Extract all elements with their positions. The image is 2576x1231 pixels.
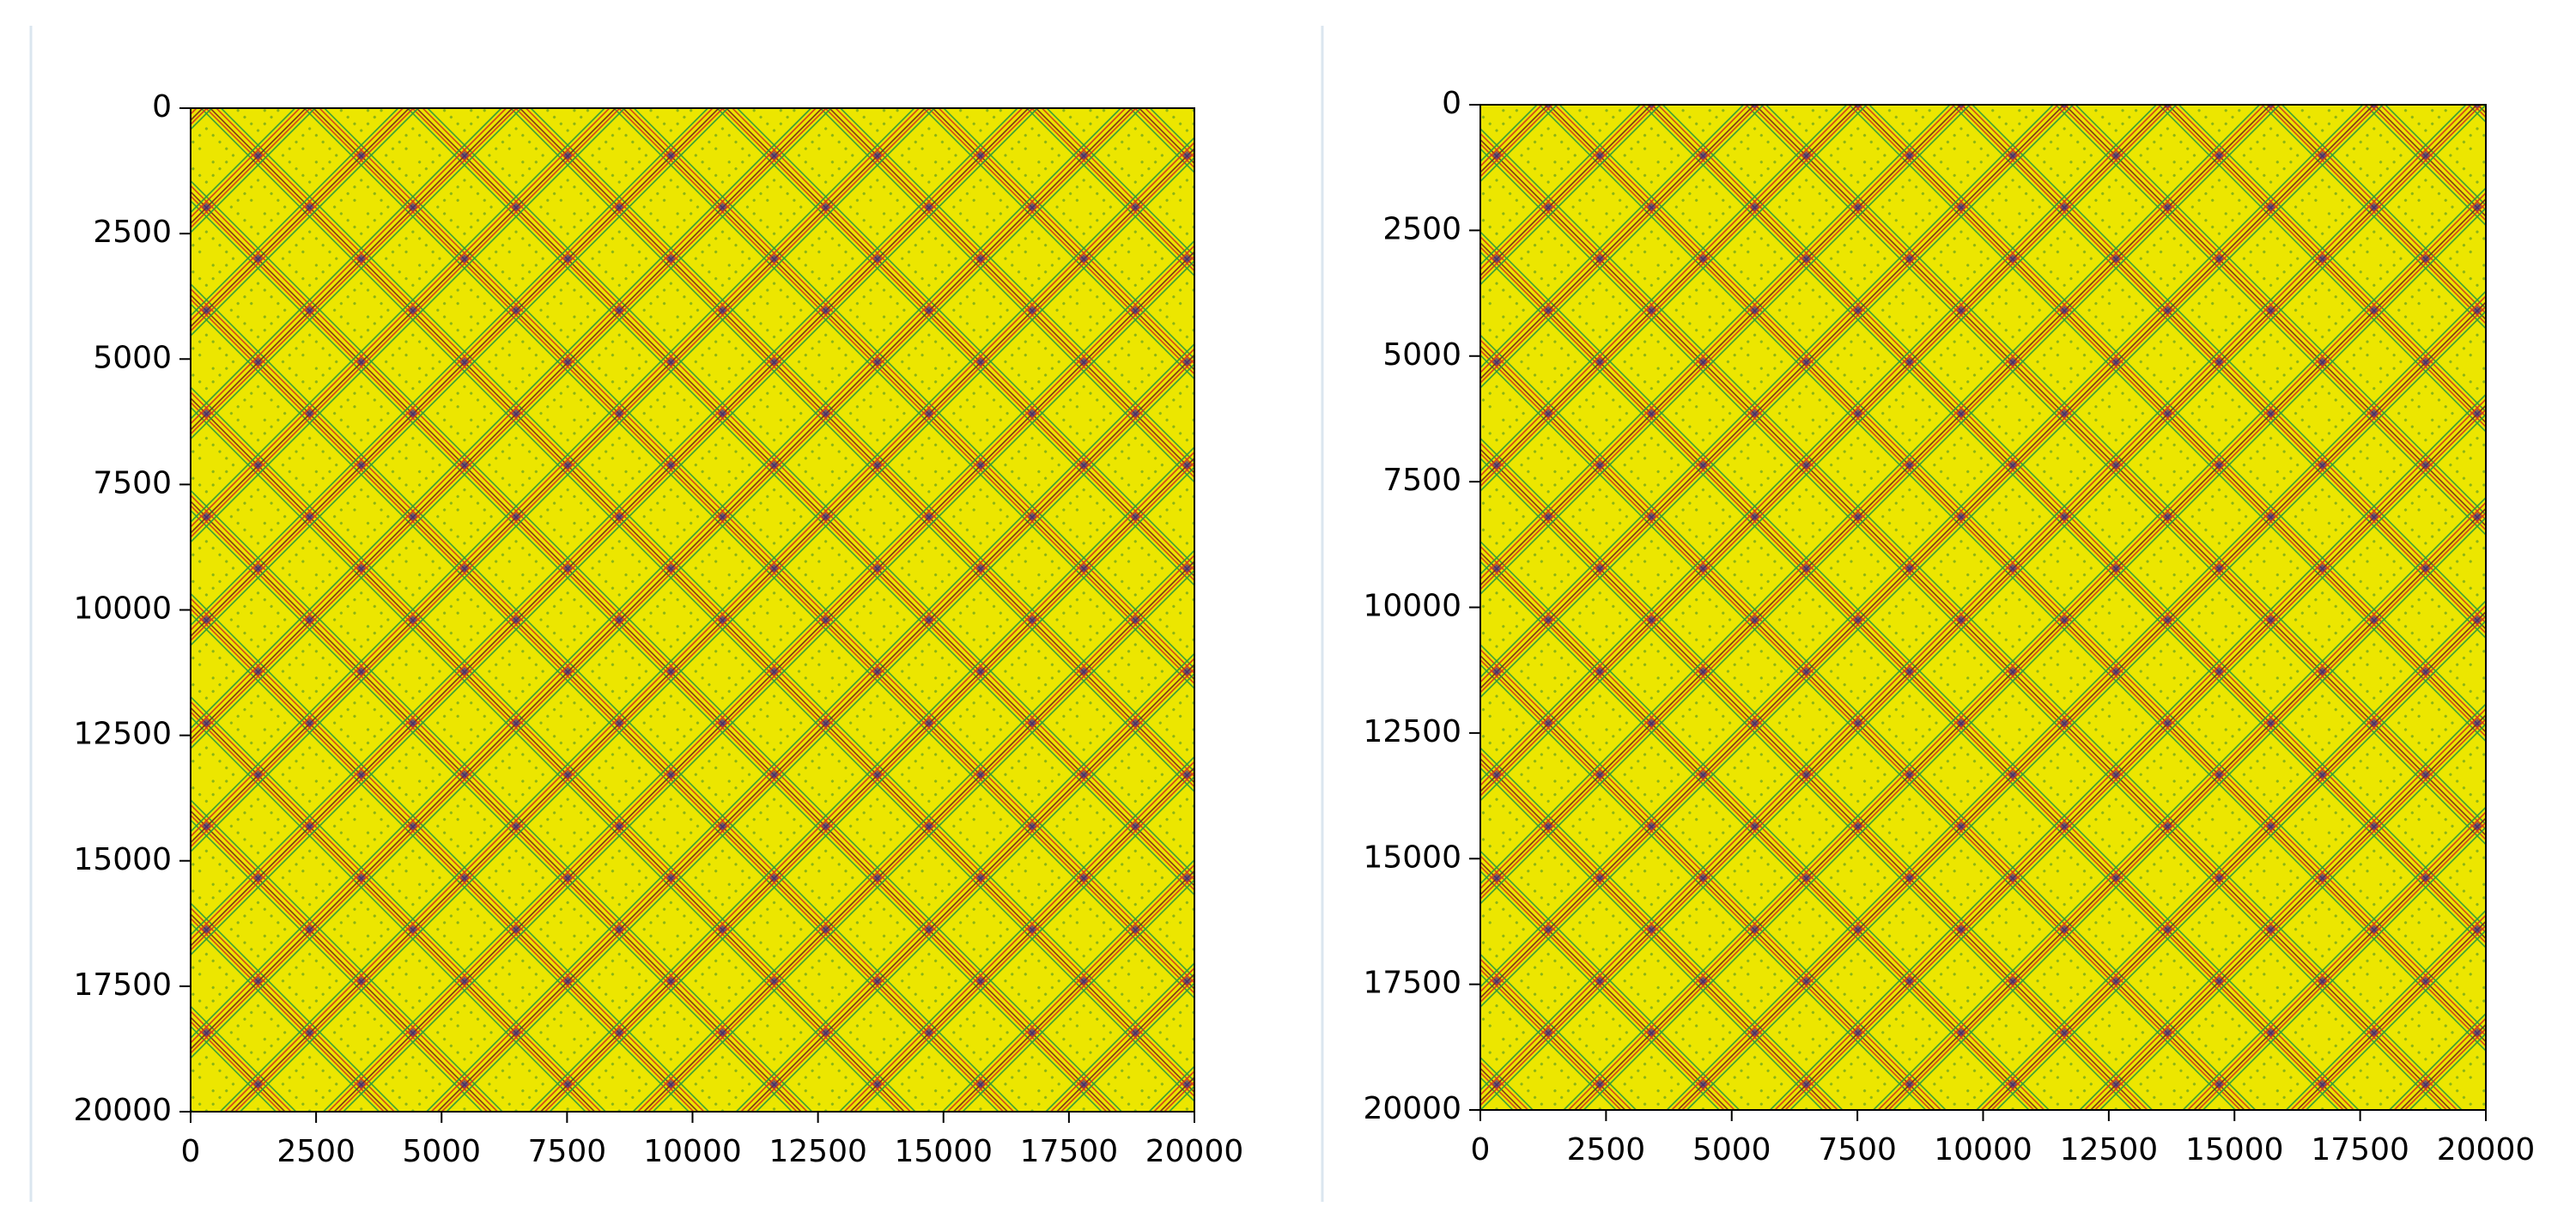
x-tick-label: 10000: [643, 1134, 742, 1169]
y-tick-label: 7500: [93, 465, 172, 500]
x-tick-label: 17500: [2311, 1132, 2409, 1167]
x-tick-label: 0: [1471, 1132, 1491, 1167]
x-tick-label: 0: [181, 1134, 201, 1169]
image: [191, 108, 1194, 1112]
x-tick-label: 17500: [1020, 1134, 1119, 1169]
x-tick-label: 5000: [402, 1134, 481, 1169]
y-tick-label: 2500: [93, 215, 172, 250]
x-tick-label: 12500: [2060, 1132, 2159, 1167]
x-tick-label: 2500: [276, 1134, 355, 1169]
y-tick-label: 17500: [73, 967, 172, 1003]
y-tick-label: 2500: [1382, 211, 1461, 246]
y-tick-label: 15000: [1363, 840, 1461, 875]
y-tick-label: 15000: [73, 842, 172, 877]
y-tick-label: 0: [1442, 86, 1461, 121]
y-tick-label: 17500: [1363, 966, 1461, 1001]
x-tick-label: 15000: [894, 1134, 993, 1169]
y-tick-label: 20000: [1363, 1091, 1461, 1126]
x-tick-label: 7500: [1818, 1132, 1897, 1167]
y-tick-label: 10000: [73, 591, 172, 627]
y-tick-label: 5000: [1382, 337, 1461, 373]
x-tick-label: 15000: [2185, 1132, 2284, 1167]
x-tick-label: 10000: [1934, 1132, 2032, 1167]
image: [1480, 105, 2486, 1110]
y-tick-label: 5000: [93, 340, 172, 375]
x-tick-label: 2500: [1567, 1132, 1646, 1167]
y-tick-label: 20000: [73, 1093, 172, 1128]
x-tick-label: 7500: [528, 1134, 607, 1169]
y-tick-label: 12500: [1363, 714, 1461, 749]
y-tick-label: 7500: [1382, 463, 1461, 498]
y-tick-label: 0: [152, 89, 172, 124]
y-tick-label: 10000: [1363, 589, 1461, 624]
x-tick-label: 20000: [1145, 1134, 1244, 1169]
x-tick-label: 12500: [769, 1134, 867, 1169]
y-tick-label: 12500: [73, 717, 172, 752]
x-tick-label: 20000: [2437, 1132, 2536, 1167]
x-tick-label: 5000: [1692, 1132, 1771, 1167]
